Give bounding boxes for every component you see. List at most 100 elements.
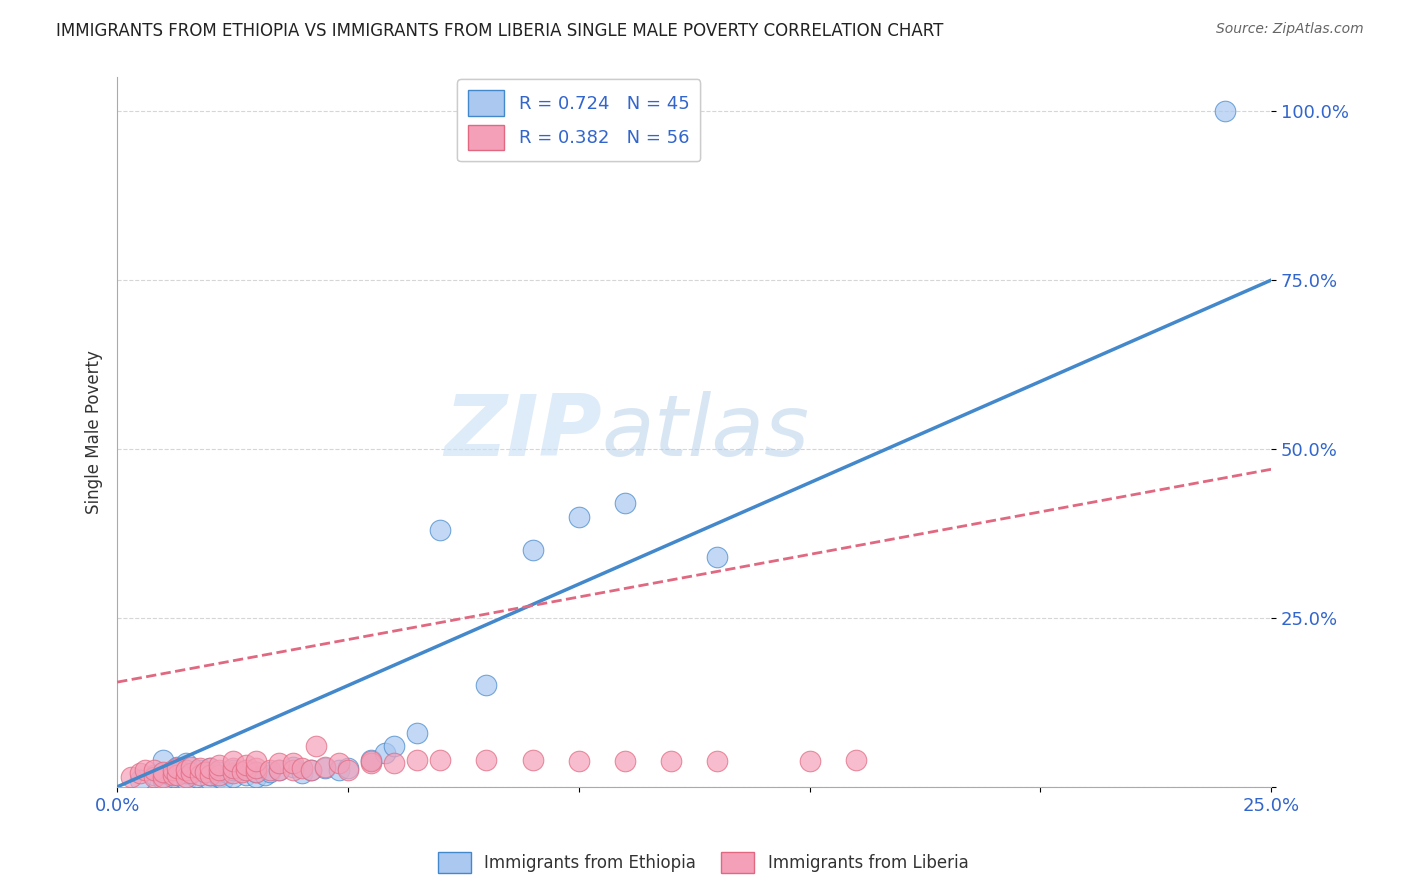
Point xyxy=(176,756,198,771)
Point xyxy=(176,773,198,788)
Point xyxy=(235,763,257,777)
Point xyxy=(217,766,239,780)
Point xyxy=(198,761,221,775)
Point xyxy=(152,770,174,784)
Point xyxy=(613,754,636,768)
Point xyxy=(245,764,267,779)
Point xyxy=(208,767,231,781)
Point xyxy=(166,759,188,773)
Point xyxy=(360,753,382,767)
Point xyxy=(314,761,336,775)
Point xyxy=(799,754,821,768)
Point xyxy=(166,761,188,775)
Point xyxy=(152,766,174,780)
Point xyxy=(360,754,382,768)
Point xyxy=(143,767,166,781)
Point xyxy=(267,763,290,777)
Point xyxy=(314,759,336,773)
Point xyxy=(120,770,142,784)
Point xyxy=(360,756,382,771)
Point xyxy=(429,523,451,537)
Point xyxy=(134,763,156,777)
Point xyxy=(299,763,322,777)
Point xyxy=(336,761,359,775)
Point xyxy=(208,763,231,777)
Point xyxy=(221,766,243,780)
Point xyxy=(568,509,591,524)
Point xyxy=(845,753,868,767)
Point xyxy=(162,763,184,777)
Point xyxy=(291,761,314,775)
Point xyxy=(235,767,257,781)
Point xyxy=(299,763,322,777)
Point xyxy=(328,763,350,777)
Point xyxy=(188,761,211,775)
Text: Source: ZipAtlas.com: Source: ZipAtlas.com xyxy=(1216,22,1364,37)
Point xyxy=(198,767,221,781)
Point xyxy=(208,758,231,772)
Point xyxy=(475,678,498,692)
Text: ZIP: ZIP xyxy=(444,391,602,474)
Point xyxy=(328,756,350,771)
Point xyxy=(221,770,243,784)
Point xyxy=(180,759,202,773)
Point xyxy=(198,761,221,775)
Point xyxy=(406,753,429,767)
Point xyxy=(245,764,267,779)
Point xyxy=(162,770,184,784)
Point xyxy=(267,756,290,771)
Point xyxy=(281,759,304,773)
Point xyxy=(208,764,231,779)
Text: atlas: atlas xyxy=(602,391,810,474)
Point xyxy=(406,726,429,740)
Point xyxy=(188,767,211,781)
Point xyxy=(305,739,328,754)
Point xyxy=(152,764,174,779)
Point xyxy=(166,767,188,781)
Point xyxy=(194,764,217,779)
Legend: R = 0.724   N = 45, R = 0.382   N = 56: R = 0.724 N = 45, R = 0.382 N = 56 xyxy=(457,79,700,161)
Point xyxy=(382,756,405,771)
Point xyxy=(281,763,304,777)
Point xyxy=(235,758,257,772)
Point xyxy=(253,767,276,781)
Point xyxy=(221,754,243,768)
Point xyxy=(143,763,166,777)
Point xyxy=(267,763,290,777)
Point xyxy=(184,770,207,784)
Point xyxy=(475,753,498,767)
Point xyxy=(235,763,257,777)
Point xyxy=(245,770,267,784)
Point xyxy=(522,753,544,767)
Point xyxy=(259,764,281,779)
Point xyxy=(198,773,221,788)
Point xyxy=(129,773,152,788)
Point xyxy=(221,761,243,775)
Point xyxy=(1213,104,1236,119)
Point xyxy=(188,763,211,777)
Text: IMMIGRANTS FROM ETHIOPIA VS IMMIGRANTS FROM LIBERIA SINGLE MALE POVERTY CORRELAT: IMMIGRANTS FROM ETHIOPIA VS IMMIGRANTS F… xyxy=(56,22,943,40)
Point xyxy=(129,766,152,780)
Point xyxy=(176,763,198,777)
Point xyxy=(212,772,235,786)
Y-axis label: Single Male Poverty: Single Male Poverty xyxy=(86,351,103,514)
Legend: Immigrants from Ethiopia, Immigrants from Liberia: Immigrants from Ethiopia, Immigrants fro… xyxy=(430,846,976,880)
Point xyxy=(152,773,174,788)
Point xyxy=(613,496,636,510)
Point xyxy=(336,763,359,777)
Point xyxy=(374,746,396,760)
Point xyxy=(162,767,184,781)
Point xyxy=(245,754,267,768)
Point xyxy=(706,550,728,565)
Point xyxy=(429,753,451,767)
Point xyxy=(259,763,281,777)
Point xyxy=(659,754,682,768)
Point xyxy=(180,766,202,780)
Point xyxy=(221,763,243,777)
Point xyxy=(208,770,231,784)
Point xyxy=(291,766,314,780)
Point xyxy=(382,739,405,754)
Point xyxy=(143,770,166,784)
Point xyxy=(245,761,267,775)
Point xyxy=(231,764,253,779)
